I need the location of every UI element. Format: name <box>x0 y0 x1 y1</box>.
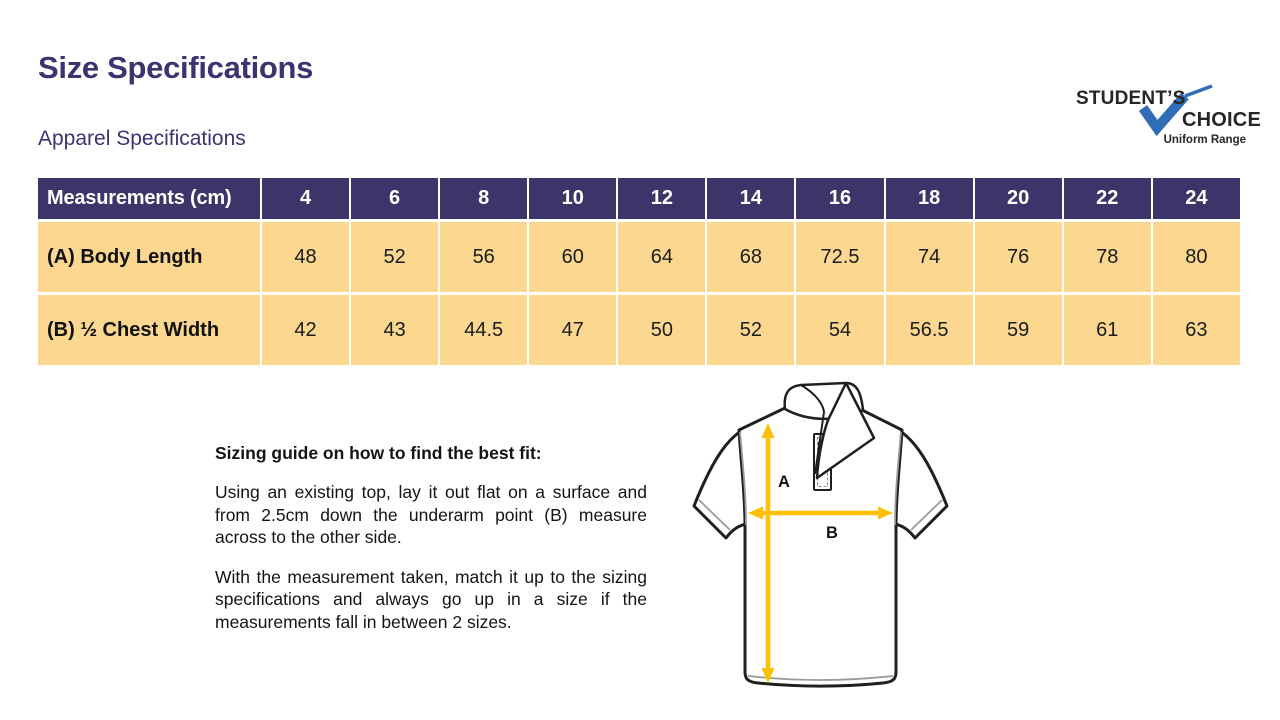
page-title: Size Specifications <box>38 50 314 85</box>
students-choice-logo: STUDENT’S CHOICE Uniform Range <box>1068 84 1261 152</box>
logo-tagline: Uniform Range <box>1163 134 1246 146</box>
page-subtitle: Apparel Specifications <box>38 127 246 150</box>
table-row-chest-width: (B) ½ Chest Width 42 43 44.5 47 50 52 54… <box>36 292 1243 365</box>
shirt-seams <box>698 431 943 681</box>
guide-paragraph-1: Using an existing top, lay it out flat o… <box>215 482 647 547</box>
row-label-cell: (A) Body Length <box>36 219 262 294</box>
logo-text-students: STUDENT’S <box>1076 88 1186 109</box>
value-cell: 56.5 <box>883 292 975 365</box>
value-cell: 63 <box>1150 292 1243 365</box>
value-cell: 61 <box>1061 292 1153 365</box>
shirt-body <box>737 406 904 688</box>
checkmark-icon <box>1138 84 1213 137</box>
sizing-guide: Sizing guide on how to find the best fit… <box>215 443 647 633</box>
value-cell: 78 <box>1061 219 1153 294</box>
value-cell: 50 <box>616 292 708 365</box>
measure-arrow-a <box>761 423 775 683</box>
value-cell: 47 <box>527 292 619 365</box>
guide-heading: Sizing guide on how to find the best fit… <box>215 443 542 463</box>
size-header-cell: 12 <box>616 176 708 222</box>
size-header-cell: 8 <box>438 176 530 222</box>
shirt-sleeves <box>692 424 949 540</box>
value-cell: 76 <box>972 219 1064 294</box>
polo-shirt-diagram: A B <box>692 381 949 688</box>
value-cell: 44.5 <box>438 292 530 365</box>
guide-paragraph-2: With the measurement taken, match it up … <box>215 566 647 632</box>
measure-arrow-b <box>748 506 893 520</box>
row-label-cell: (B) ½ Chest Width <box>36 292 262 365</box>
size-spec-table: Measurements (cm) 4 6 8 10 12 14 16 18 2… <box>36 176 1243 365</box>
value-cell: 48 <box>259 219 352 294</box>
value-cell: 74 <box>883 219 975 294</box>
value-cell: 80 <box>1150 219 1243 294</box>
table-header-row: Measurements (cm) 4 6 8 10 12 14 16 18 2… <box>36 176 1243 222</box>
value-cell: 42 <box>259 292 352 365</box>
value-cell: 68 <box>705 219 797 294</box>
label-b: B <box>826 524 838 542</box>
shirt-collar <box>783 381 876 480</box>
value-cell: 43 <box>349 292 441 365</box>
size-header-cell: 10 <box>527 176 619 222</box>
value-cell: 52 <box>349 219 441 294</box>
value-cell: 60 <box>527 219 619 294</box>
size-header-cell: 16 <box>794 176 886 222</box>
size-header-cell: 20 <box>972 176 1064 222</box>
logo-text-choice: CHOICE <box>1182 109 1261 131</box>
size-header-cell: 22 <box>1061 176 1153 222</box>
value-cell: 64 <box>616 219 708 294</box>
value-cell: 52 <box>705 292 797 365</box>
size-header-cell: 6 <box>349 176 441 222</box>
size-header-cell: 14 <box>705 176 797 222</box>
value-cell: 54 <box>794 292 886 365</box>
size-header-cell: 24 <box>1150 176 1243 222</box>
value-cell: 72.5 <box>794 219 886 294</box>
size-header-cell: 18 <box>883 176 975 222</box>
measurements-header-cell: Measurements (cm) <box>36 176 262 222</box>
table-row-body-length: (A) Body Length 48 52 56 60 64 68 72.5 7… <box>36 219 1243 294</box>
label-a: A <box>778 473 790 491</box>
value-cell: 56 <box>438 219 530 294</box>
value-cell: 59 <box>972 292 1064 365</box>
size-header-cell: 4 <box>259 176 352 222</box>
